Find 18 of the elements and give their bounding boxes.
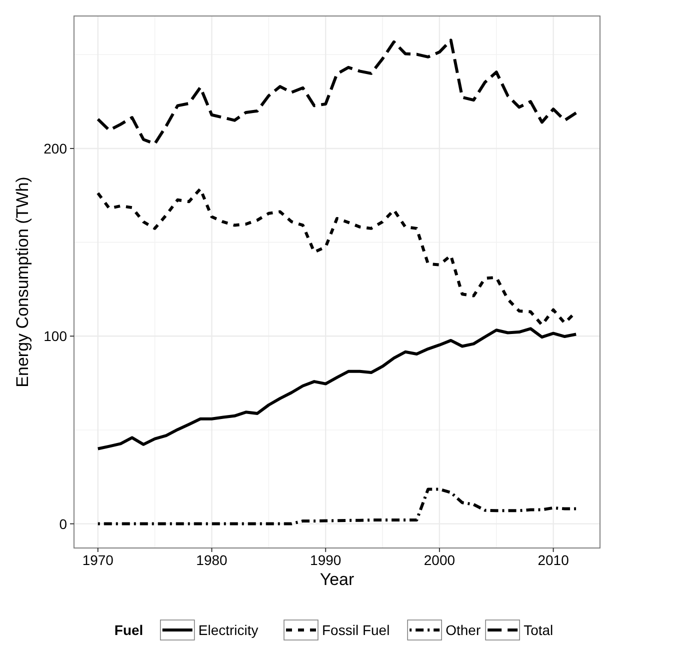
- line-series: [96, 38, 578, 146]
- x-tick-label: 2010: [538, 552, 570, 568]
- x-tick-label: 1990: [310, 552, 342, 568]
- y-tick-label: 200: [44, 140, 68, 156]
- legend-label: Other: [446, 622, 481, 638]
- x-axis-title: Year: [320, 570, 355, 589]
- legend-title: Fuel: [114, 622, 144, 638]
- y-axis-title: Energy Consumption (TWh): [13, 176, 32, 388]
- legend-label: Electricity: [198, 622, 258, 638]
- y-tick-label: 0: [59, 516, 68, 532]
- y-tick-label: 100: [44, 328, 68, 344]
- line-series: [96, 488, 578, 526]
- x-tick-label: 1970: [82, 552, 114, 568]
- legend-label: Fossil Fuel: [322, 622, 390, 638]
- line-series: [96, 327, 578, 450]
- x-tick-label: 1980: [196, 552, 228, 568]
- x-tick-label: 2000: [424, 552, 456, 568]
- legend-label: Total: [524, 622, 554, 638]
